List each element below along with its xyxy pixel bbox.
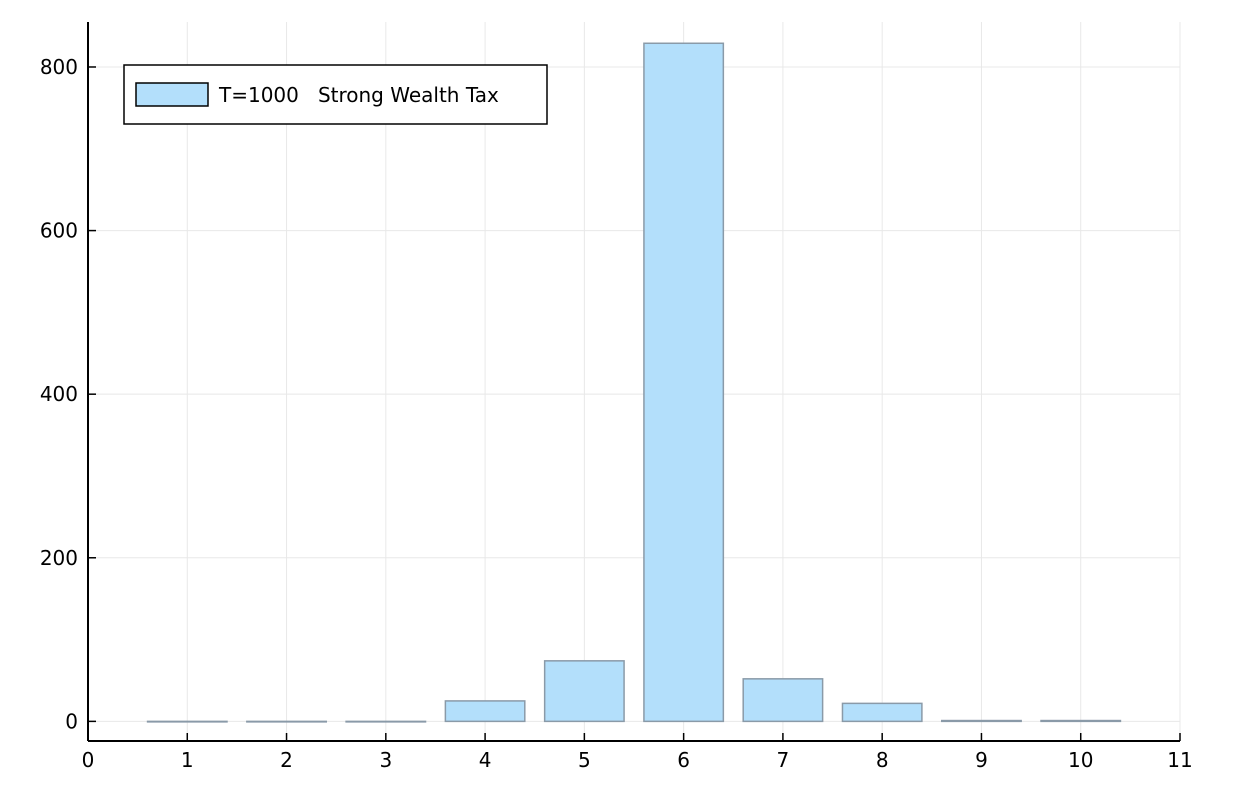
bar — [146, 720, 228, 723]
legend-swatch — [135, 82, 209, 107]
x-tick-label: 8 — [876, 748, 889, 772]
y-tick-label: 400 — [40, 382, 78, 406]
bar — [643, 42, 725, 723]
axes — [87, 22, 1181, 742]
bar — [1040, 719, 1122, 723]
x-tick-label: 3 — [379, 748, 392, 772]
legend: T=1000 Strong Wealth Tax — [123, 64, 548, 125]
x-tick-label: 10 — [1068, 748, 1093, 772]
x-tick-label: 6 — [677, 748, 690, 772]
y-tick-label: 600 — [40, 219, 78, 243]
x-tick-label: 9 — [975, 748, 988, 772]
x-tick-label: 11 — [1167, 748, 1192, 772]
x-tick-label: 2 — [280, 748, 293, 772]
bars — [146, 42, 1122, 723]
grid — [87, 22, 1181, 741]
x-tick-label: 7 — [777, 748, 790, 772]
y-tick-label: 0 — [65, 709, 78, 733]
bar — [940, 719, 1022, 723]
bar — [543, 660, 625, 723]
bar — [841, 702, 923, 723]
tick-labels: 0 1 2 3 4 5 6 7 8 9 10 11 0 200 400 600 800 — [40, 55, 1193, 772]
legend-label: T=1000 Strong Wealth Tax — [218, 83, 499, 107]
bar — [345, 720, 427, 723]
x-tick-label: 0 — [82, 748, 95, 772]
bar — [246, 720, 328, 723]
x-tick-label: 5 — [578, 748, 591, 772]
bar — [742, 678, 824, 723]
y-tick-label: 200 — [40, 546, 78, 570]
x-tick-label: 1 — [181, 748, 194, 772]
x-tick-label: 4 — [479, 748, 492, 772]
y-tick-label: 800 — [40, 55, 78, 79]
bar — [444, 700, 526, 723]
